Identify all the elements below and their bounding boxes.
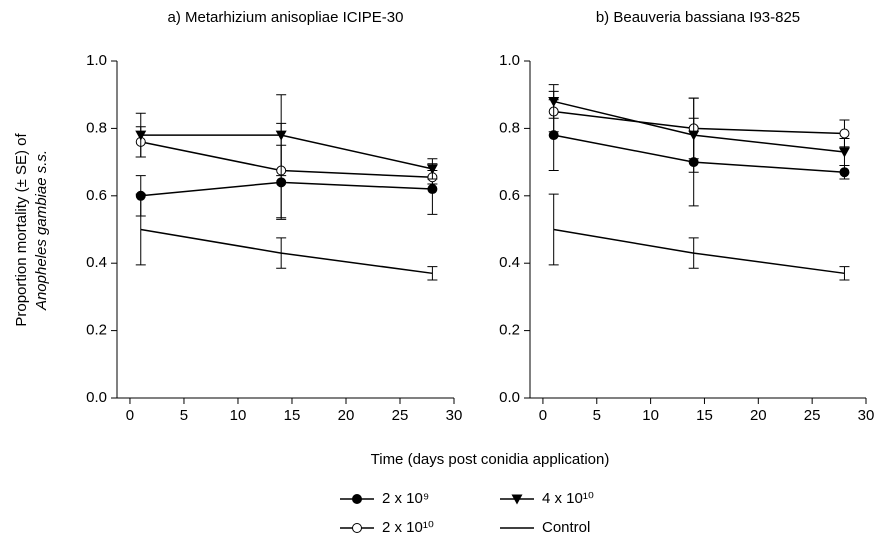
y-tick-label: 0.6: [86, 187, 107, 204]
x-tick-label: 5: [593, 407, 601, 424]
error-bar: [548, 193, 559, 266]
marker: [839, 128, 850, 139]
legend-label: 2 x 10¹⁰: [382, 519, 434, 536]
series-line: [140, 181, 433, 197]
x-tick-label: 15: [284, 407, 301, 424]
y-tick-label: 0.4: [86, 254, 107, 271]
legend-marker: [511, 494, 523, 505]
chart-title: b) Beauveria bassiana I93-825: [596, 9, 800, 26]
marker: [838, 147, 850, 158]
marker: [688, 130, 700, 141]
x-tick-label: 25: [392, 407, 409, 424]
error-bar: [688, 237, 699, 269]
y-tick-label: 0.4: [499, 254, 520, 271]
series-line: [553, 110, 845, 135]
x-tick-label: 30: [858, 407, 875, 424]
y-tick-label: 0.8: [499, 119, 520, 136]
x-tick-label: 0: [539, 407, 547, 424]
x-tick-label: 25: [804, 407, 821, 424]
marker: [426, 164, 438, 175]
error-bar: [427, 266, 438, 281]
legend-label: 4 x 10¹⁰: [542, 490, 594, 507]
marker: [135, 130, 147, 141]
error-bar: [276, 237, 287, 269]
x-tick-label: 30: [446, 407, 463, 424]
series-line: [140, 228, 433, 275]
x-tick-label: 0: [126, 407, 134, 424]
y-tick-label: 0.0: [86, 389, 107, 406]
y-tick-label: 1.0: [499, 52, 520, 69]
y-axis-label: Proportion mortality (± SE) of: [13, 133, 30, 327]
x-tick-label: 20: [338, 407, 355, 424]
series-line: [553, 134, 845, 173]
y-tick-label: 0.8: [86, 119, 107, 136]
error-bar: [839, 266, 850, 281]
legend-label: 2 x 10⁹: [382, 490, 429, 507]
error-bar: [135, 193, 146, 266]
y-tick-label: 0.2: [86, 322, 107, 339]
y-tick-label: 0.0: [499, 389, 520, 406]
series-line: [553, 100, 845, 153]
x-tick-label: 10: [230, 407, 247, 424]
chart-title: a) Metarhizium anisopliae ICIPE-30: [168, 9, 404, 26]
marker: [548, 96, 560, 107]
y-axis-label: Anopheles gambiae s.s.: [33, 150, 50, 311]
series-line: [553, 228, 845, 275]
y-tick-label: 0.6: [499, 187, 520, 204]
x-tick-label: 15: [696, 407, 713, 424]
legend-marker: [352, 494, 362, 504]
x-tick-label: 20: [750, 407, 767, 424]
y-tick-label: 1.0: [86, 52, 107, 69]
series-line: [140, 134, 433, 170]
legend-label: Control: [542, 519, 590, 536]
x-tick-label: 5: [180, 407, 188, 424]
x-tick-label: 10: [642, 407, 659, 424]
marker: [839, 167, 850, 178]
x-axis-label: Time (days post conidia application): [371, 451, 610, 468]
marker: [275, 130, 287, 141]
legend-marker: [352, 523, 362, 533]
marker: [427, 184, 438, 195]
y-tick-label: 0.2: [499, 322, 520, 339]
